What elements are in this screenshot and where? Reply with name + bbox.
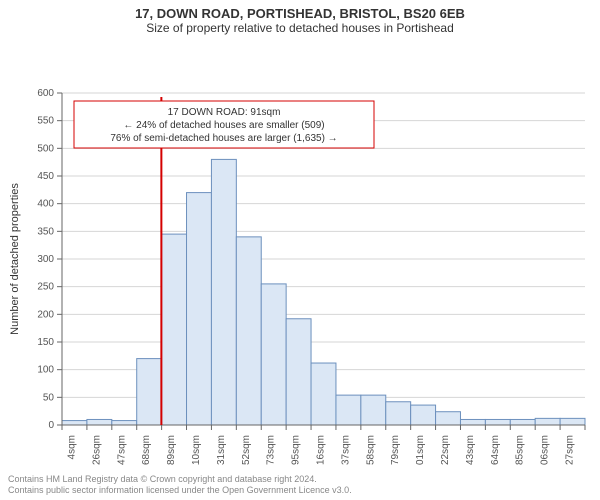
svg-text:4sqm: 4sqm	[66, 435, 77, 459]
footer-line-1: Contains HM Land Registry data © Crown c…	[8, 474, 352, 485]
svg-text:500: 500	[37, 143, 54, 154]
footer: Contains HM Land Registry data © Crown c…	[8, 474, 352, 497]
svg-text:76% of semi-detached houses ar: 76% of semi-detached houses are larger (…	[110, 133, 337, 144]
svg-text:173sqm: 173sqm	[266, 435, 277, 465]
svg-text:100: 100	[37, 365, 54, 376]
chart-container: 17, DOWN ROAD, PORTISHEAD, BRISTOL, BS20…	[0, 0, 600, 500]
svg-text:131sqm: 131sqm	[216, 435, 227, 465]
svg-text:350: 350	[37, 226, 54, 237]
svg-text:237sqm: 237sqm	[340, 435, 351, 465]
svg-text:258sqm: 258sqm	[365, 435, 376, 465]
svg-text:279sqm: 279sqm	[390, 435, 401, 465]
svg-text:364sqm: 364sqm	[490, 435, 501, 465]
svg-text:47sqm: 47sqm	[116, 435, 127, 465]
svg-text:427sqm: 427sqm	[565, 435, 576, 465]
svg-text:301sqm: 301sqm	[415, 435, 426, 465]
page-title: 17, DOWN ROAD, PORTISHEAD, BRISTOL, BS20…	[0, 0, 600, 21]
svg-text:216sqm: 216sqm	[316, 435, 327, 465]
histogram-chart: 0 50 100 150 200 250 300 350 400 450 500 550 600 4sqm…	[0, 35, 600, 465]
svg-text:600: 600	[37, 88, 54, 99]
svg-text:68sqm: 68sqm	[141, 435, 152, 465]
svg-text:406sqm: 406sqm	[540, 435, 551, 465]
svg-text:0: 0	[48, 420, 54, 431]
svg-text:450: 450	[37, 171, 54, 182]
svg-text:200: 200	[37, 309, 54, 320]
svg-text:152sqm: 152sqm	[241, 435, 252, 465]
svg-text:89sqm: 89sqm	[166, 435, 177, 465]
svg-text:400: 400	[37, 199, 54, 210]
svg-text:300: 300	[37, 254, 54, 265]
svg-text:195sqm: 195sqm	[291, 435, 302, 465]
svg-text:Number of detached properties: Number of detached properties	[9, 183, 21, 335]
page-subtitle: Size of property relative to detached ho…	[0, 21, 600, 35]
svg-text:343sqm: 343sqm	[465, 435, 476, 465]
svg-text:50: 50	[43, 392, 55, 403]
footer-line-2: Contains public sector information licen…	[8, 485, 352, 496]
svg-text:← 24% of detached houses are s: ← 24% of detached houses are smaller (50…	[123, 120, 324, 131]
svg-text:110sqm: 110sqm	[191, 435, 202, 465]
svg-text:550: 550	[37, 116, 54, 127]
svg-text:17 DOWN ROAD: 91sqm: 17 DOWN ROAD: 91sqm	[168, 107, 281, 118]
svg-text:250: 250	[37, 282, 54, 293]
svg-text:150: 150	[37, 337, 54, 348]
svg-text:322sqm: 322sqm	[440, 435, 451, 465]
svg-text:26sqm: 26sqm	[91, 435, 102, 465]
svg-text:385sqm: 385sqm	[515, 435, 526, 465]
